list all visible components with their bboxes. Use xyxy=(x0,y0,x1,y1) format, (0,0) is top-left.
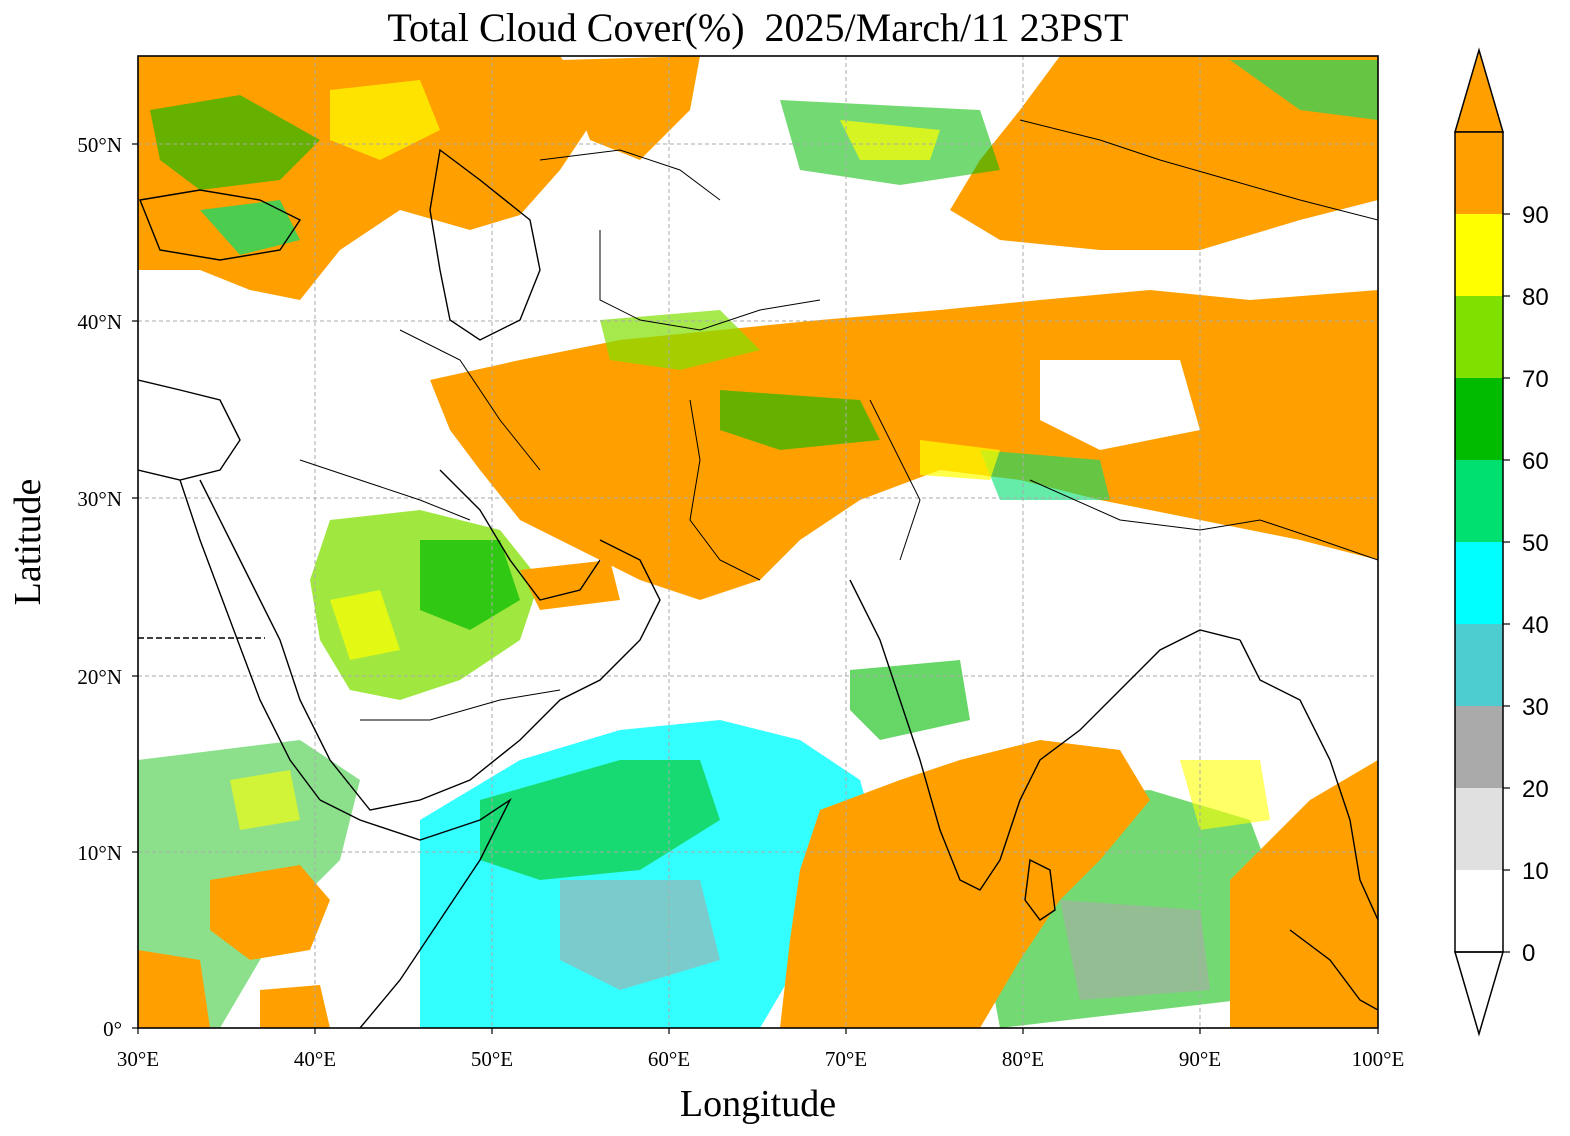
coastlines xyxy=(138,148,1378,1028)
x-tick-label: 100°E xyxy=(1352,1047,1405,1071)
colorbar-extend-bottom xyxy=(1453,951,1505,1037)
coastline-arabia xyxy=(199,479,661,811)
cloud-mass-south-central xyxy=(780,740,1150,1028)
colorbar-segment xyxy=(1455,378,1503,460)
colorbar: 0 10 20 30 40 50 60 70 80 90 xyxy=(1453,47,1549,1037)
x-tick-label: 30°E xyxy=(117,1047,159,1071)
colorbar-segment xyxy=(1455,870,1503,952)
coastline-india xyxy=(849,579,1241,891)
y-tick-label: 0° xyxy=(103,1017,122,1041)
x-tick-label: 70°E xyxy=(825,1047,867,1071)
coastline-horn-of-africa xyxy=(319,797,512,1028)
colorbar-segment xyxy=(1455,460,1503,542)
y-tick-label: 10°N xyxy=(77,841,122,865)
y-tick-label: 30°N xyxy=(77,487,122,511)
colorbar-segment xyxy=(1455,132,1503,214)
colorbar-tick-label: 30 xyxy=(1522,694,1549,721)
cloud-mass-east-africa xyxy=(210,865,330,960)
x-tick-label: 90°E xyxy=(1179,1047,1221,1071)
coastline-mediterranean xyxy=(138,379,241,481)
colorbar-tick-label: 50 xyxy=(1522,530,1549,557)
y-tick-label: 50°N xyxy=(77,133,122,157)
colorbar-segment xyxy=(1455,706,1503,788)
coastline-se-asia xyxy=(1289,929,1378,1011)
x-tick-label: 60°E xyxy=(648,1047,690,1071)
colorbar-tick-label: 90 xyxy=(1522,202,1549,229)
coastline-persian-gulf xyxy=(439,469,601,601)
cloud-mass-north-east xyxy=(950,56,1378,250)
gridlines xyxy=(138,56,1378,1028)
colorbar-tick-label: 80 xyxy=(1522,284,1549,311)
coastline-black-sea xyxy=(139,189,302,261)
coastline-sri-lanka xyxy=(1024,858,1056,921)
colorbar-segment xyxy=(1455,296,1503,378)
coastline-bay-of-bengal-east xyxy=(1239,639,1378,921)
colorbar-tick-label: 10 xyxy=(1522,858,1549,885)
country-borders xyxy=(299,119,1378,721)
colorbar-tick-label: 60 xyxy=(1522,448,1549,475)
coastline-red-sea-west xyxy=(179,479,321,801)
x-axis-label: Longitude xyxy=(680,1083,836,1125)
tick-marks xyxy=(132,143,1379,1034)
y-tick-label: 40°N xyxy=(77,310,122,334)
colorbar-segment xyxy=(1455,624,1503,706)
cloud-mass-south-east xyxy=(1230,760,1378,1028)
x-tick-labels: 30°E 40°E 50°E 60°E 70°E 80°E 90°E 100°E xyxy=(117,1047,1404,1071)
cloud-field xyxy=(138,56,1378,1028)
colorbar-tick-label: 0 xyxy=(1522,940,1535,967)
x-tick-label: 80°E xyxy=(1002,1047,1044,1071)
colorbar-tick-label: 40 xyxy=(1522,612,1549,639)
y-axis-label: Latitude xyxy=(7,479,49,606)
y-tick-label: 20°N xyxy=(77,665,122,689)
x-tick-label: 40°E xyxy=(294,1047,336,1071)
colorbar-extend-top xyxy=(1453,47,1505,133)
coastline-caspian xyxy=(429,148,541,341)
colorbar-segment xyxy=(1455,214,1503,296)
colorbar-segment xyxy=(1455,788,1503,870)
x-tick-label: 50°E xyxy=(471,1047,513,1071)
colorbar-segment xyxy=(1455,542,1503,624)
colorbar-tick-label: 20 xyxy=(1522,776,1549,803)
colorbar-tick-label: 70 xyxy=(1522,366,1549,393)
plot-frame xyxy=(137,55,1379,1029)
map-title: Total Cloud Cover(%) 2025/March/11 23PST xyxy=(387,5,1129,50)
y-tick-labels: 0° 10°N 20°N 30°N 40°N 50°N xyxy=(77,133,122,1041)
